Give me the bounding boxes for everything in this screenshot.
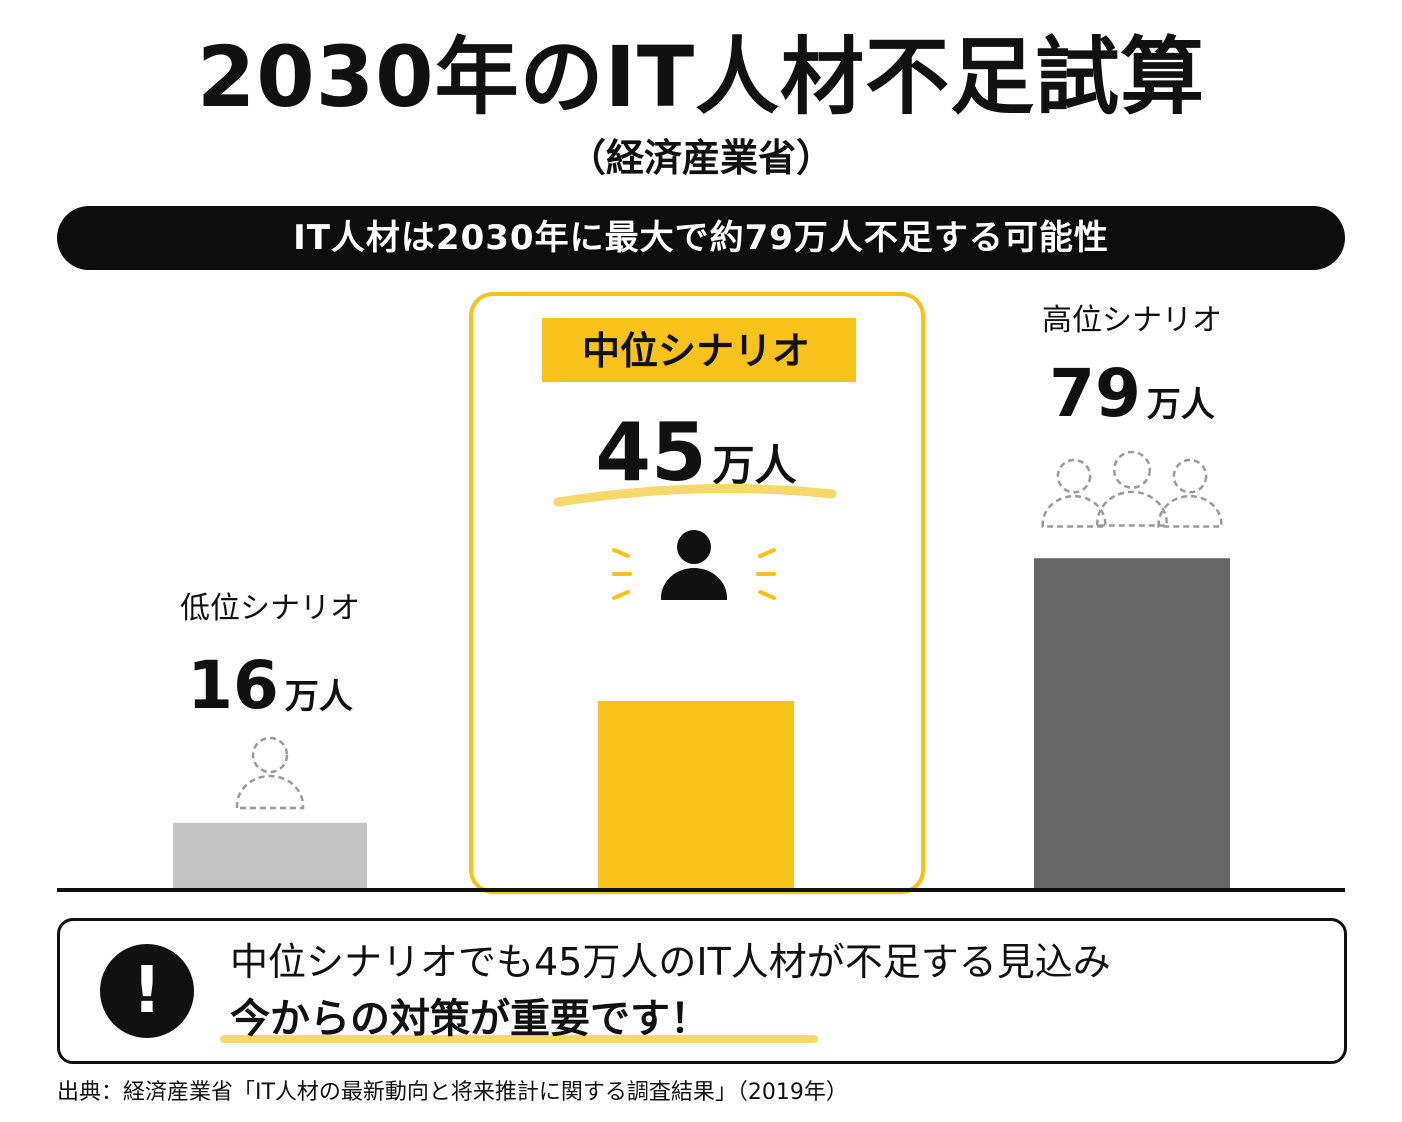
summary-banner: IT人材は2030年に最大で約79万人不足する可能性 — [57, 206, 1345, 270]
category-label-3: 高位シナリオ — [1042, 303, 1222, 338]
highlight-underline — [220, 1035, 818, 1043]
bar-chart: 低位シナリオ 16 万人 中位シナリオ 45 万人 高位シナリオ 79 万人 — [57, 292, 1345, 894]
value-label-1: 16 万人 — [187, 647, 353, 724]
value-underline — [553, 484, 837, 507]
category-label-1: 低位シナリオ — [180, 591, 360, 626]
callout-line-2: 今からの対策が重要です！ — [230, 996, 710, 1042]
bar-3 — [1034, 558, 1230, 890]
highlight-label-bg — [542, 318, 856, 382]
person-outline-icon — [1041, 458, 1107, 528]
person-outline-icon — [1096, 450, 1168, 527]
page-title: 2030年のIT人材不足試算 — [196, 28, 1206, 126]
value-label-2: 45 万人 — [595, 406, 796, 499]
exclamation-icon: ! — [100, 944, 194, 1038]
category-label-2: 中位シナリオ — [582, 329, 810, 373]
emphasis-rays-icon — [612, 548, 776, 600]
value-label-3: 79 万人 — [1049, 355, 1215, 432]
person-icon — [661, 530, 727, 600]
callout-box: ! 中位シナリオでも45万人のIT人材が不足する見込み 今からの対策が重要です！ — [57, 918, 1347, 1064]
callout-line-1: 中位シナリオでも45万人のIT人材が不足する見込み — [230, 940, 1111, 984]
bar-1 — [173, 822, 367, 890]
person-outline-icon — [235, 736, 305, 810]
bar-2 — [598, 701, 794, 890]
page-subtitle: （経済産業省） — [567, 136, 834, 180]
person-outline-icon — [1157, 458, 1223, 528]
source-note: 出典：経済産業省「IT人材の最新動向と将来推計に関する調査結果」（2019年） — [57, 1080, 848, 1105]
